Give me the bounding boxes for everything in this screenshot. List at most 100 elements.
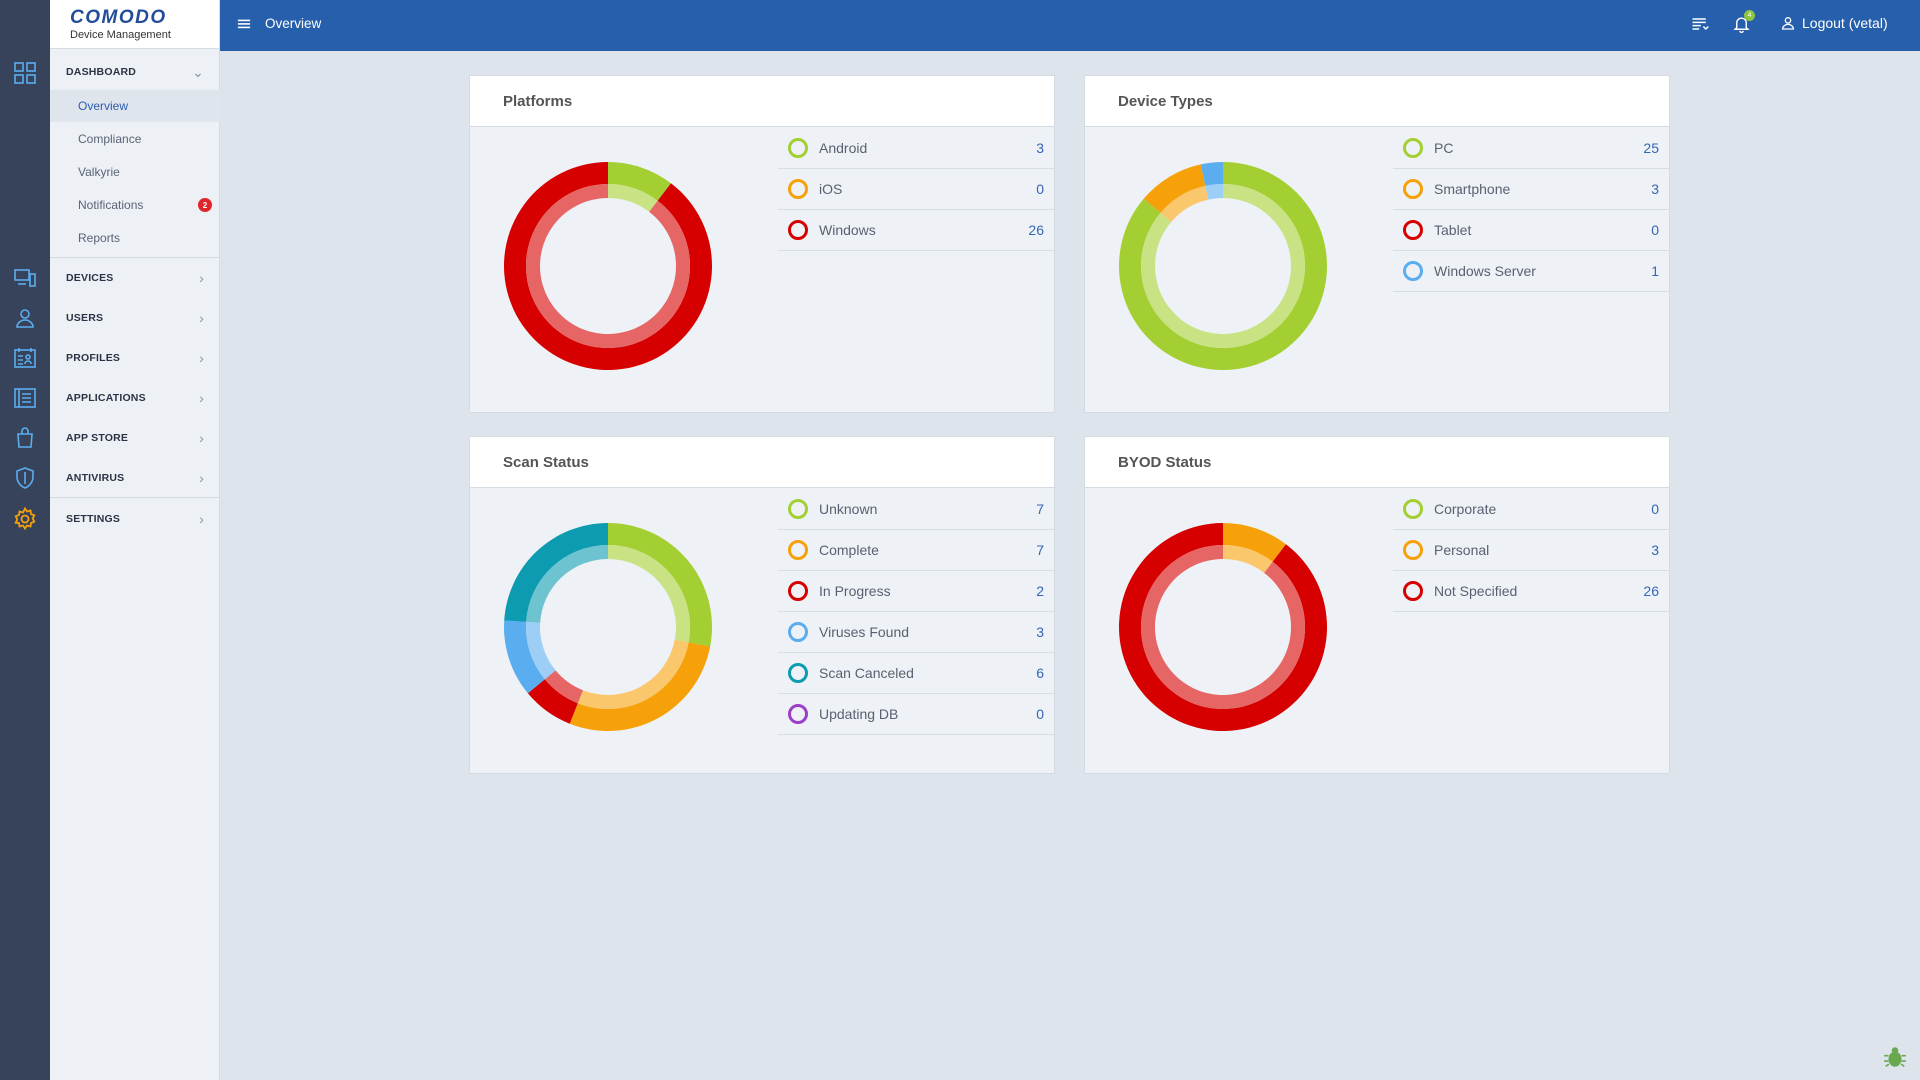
legend-label: Windows Server <box>1434 263 1536 279</box>
sidebar-section-applications[interactable]: APPLICATIONS › <box>50 383 220 413</box>
section-label: SETTINGS <box>66 513 121 525</box>
legend-label: Updating DB <box>819 706 899 722</box>
donut-slice-scan-canceled[interactable] <box>504 523 608 622</box>
sidebar-item-compliance[interactable]: Compliance <box>50 123 220 155</box>
chevron-right-icon: › <box>199 511 204 527</box>
sidebar-item-reports[interactable]: Reports <box>50 222 220 254</box>
donut-inner-ring-not-specified <box>1141 545 1305 709</box>
donut-slice-unknown[interactable] <box>608 523 712 647</box>
legend-item[interactable]: Corporate 0 <box>1393 489 1669 530</box>
sidebar-item-valkyrie[interactable]: Valkyrie <box>50 156 220 188</box>
legend-label: Not Specified <box>1434 583 1518 599</box>
divider <box>50 497 220 498</box>
chevron-right-icon: › <box>199 390 204 406</box>
settings-gear-icon[interactable] <box>12 506 38 532</box>
legend-count: 7 <box>1036 501 1044 517</box>
legend-label: In Progress <box>819 583 891 599</box>
sidebar-section-users[interactable]: USERS › <box>50 303 220 333</box>
donut-inner-ring-personal <box>1223 545 1273 573</box>
task-list-icon[interactable] <box>1688 12 1712 36</box>
byod-status-donut-chart[interactable] <box>1118 522 1328 732</box>
sidebar-item-label: Overview <box>78 99 129 113</box>
legend-count: 2 <box>1036 583 1044 599</box>
sidebar-section-profiles[interactable]: PROFILES › <box>50 343 220 373</box>
legend-label: Corporate <box>1434 501 1497 517</box>
sidebar: COMODO Device Management DASHBOARD ⌄ Ove… <box>50 0 220 1080</box>
profiles-icon[interactable] <box>12 345 38 371</box>
donut-inner-ring-android <box>608 184 658 212</box>
legend-label: Smartphone <box>1434 181 1511 197</box>
donut-slice-viruses-found[interactable] <box>504 620 545 694</box>
sidebar-section-app-store[interactable]: APP STORE › <box>50 423 220 453</box>
legend-marker <box>788 179 808 199</box>
sidebar-section-dashboard[interactable]: DASHBOARD ⌄ <box>50 57 220 87</box>
legend-marker <box>788 540 808 560</box>
byod-status-legend: Corporate 0 Personal 3 Not Specified 26 <box>1393 489 1669 612</box>
legend-item[interactable]: Personal 3 <box>1393 530 1669 571</box>
legend-count: 1 <box>1651 263 1659 279</box>
legend-marker <box>1403 581 1423 601</box>
donut-slice-smartphone[interactable] <box>1143 164 1206 213</box>
legend-item[interactable]: In Progress 2 <box>778 571 1054 612</box>
legend-item[interactable]: Scan Canceled 6 <box>778 653 1054 694</box>
donut-inner-ring-unknown <box>608 545 690 643</box>
legend-count: 0 <box>1651 501 1659 517</box>
legend-item[interactable]: Smartphone 3 <box>1393 169 1669 210</box>
donut-slice-personal[interactable] <box>1223 523 1286 562</box>
donut-slice-android[interactable] <box>608 162 671 201</box>
legend-count: 3 <box>1036 140 1044 156</box>
sidebar-item-overview[interactable]: Overview <box>50 90 220 122</box>
legend-item[interactable]: Windows Server 1 <box>1393 251 1669 292</box>
sidebar-section-settings[interactable]: SETTINGS › <box>50 504 220 534</box>
donut-inner-ring-windows-server <box>1205 184 1223 200</box>
legend-item[interactable]: PC 25 <box>1393 128 1669 169</box>
hamburger-menu-icon[interactable] <box>234 14 254 34</box>
legend-item[interactable]: Complete 7 <box>778 530 1054 571</box>
antivirus-icon[interactable] <box>12 465 38 491</box>
users-icon[interactable] <box>12 305 38 331</box>
sidebar-section-devices[interactable]: DEVICES › <box>50 263 220 293</box>
devices-icon[interactable] <box>12 265 38 291</box>
device-types-card: Device Types PC 25 Smartphone 3 Tablet 0 Windo… <box>1084 75 1670 413</box>
card-title: Platforms <box>470 76 1054 127</box>
dashboard-icon[interactable] <box>12 60 38 86</box>
sidebar-item-notifications[interactable]: Notifications 2 <box>50 189 220 221</box>
legend-count: 6 <box>1036 665 1044 681</box>
donut-inner-ring-windows <box>526 184 690 348</box>
legend-label: iOS <box>819 181 843 197</box>
donut-slice-in-progress[interactable] <box>527 679 578 724</box>
legend-item[interactable]: Updating DB 0 <box>778 694 1054 735</box>
legend-item[interactable]: Android 3 <box>778 128 1054 169</box>
applications-icon[interactable] <box>12 385 38 411</box>
scan-status-donut-chart[interactable] <box>503 522 713 732</box>
logo-subtitle: Device Management <box>70 29 171 41</box>
legend-marker <box>788 581 808 601</box>
legend-item[interactable]: Not Specified 26 <box>1393 571 1669 612</box>
app-store-icon[interactable] <box>12 425 38 451</box>
device-types-donut-chart[interactable] <box>1118 161 1328 371</box>
sidebar-section-antivirus[interactable]: ANTIVIRUS › <box>50 463 220 493</box>
legend-marker <box>788 622 808 642</box>
legend-marker <box>1403 138 1423 158</box>
notification-bell-icon[interactable]: 4 <box>1729 10 1755 36</box>
logout-button[interactable]: Logout (vetal) <box>1780 15 1888 31</box>
legend-marker <box>1403 499 1423 519</box>
bug-report-icon[interactable] <box>1882 1044 1908 1070</box>
sidebar-item-label: Compliance <box>78 132 142 146</box>
legend-item[interactable]: Windows 26 <box>778 210 1054 251</box>
legend-label: Android <box>819 140 868 156</box>
legend-item[interactable]: Tablet 0 <box>1393 210 1669 251</box>
legend-item[interactable]: iOS 0 <box>778 169 1054 210</box>
donut-slice-complete[interactable] <box>569 642 711 731</box>
legend-item[interactable]: Unknown 7 <box>778 489 1054 530</box>
legend-label: Windows <box>819 222 876 238</box>
section-label: DEVICES <box>66 272 114 284</box>
donut-slice-windows-server[interactable] <box>1200 162 1223 186</box>
legend-count: 7 <box>1036 542 1044 558</box>
legend-item[interactable]: Viruses Found 3 <box>778 612 1054 653</box>
donut-inner-ring-in-progress <box>544 670 583 704</box>
legend-count: 3 <box>1651 542 1659 558</box>
comodo-logo[interactable]: COMODO Device Management <box>50 0 219 49</box>
platforms-donut-chart[interactable] <box>503 161 713 371</box>
user-icon <box>1781 17 1795 30</box>
